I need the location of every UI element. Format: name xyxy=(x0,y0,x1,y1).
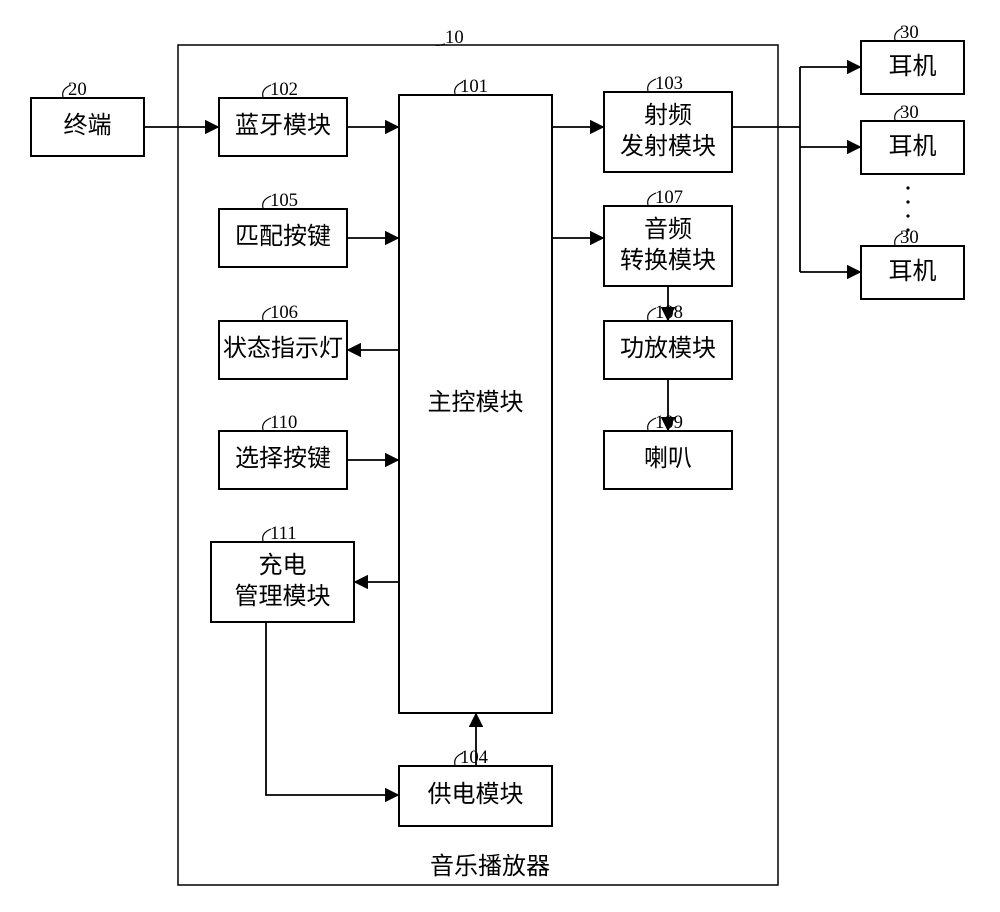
tag-main_ctrl: 101 xyxy=(460,76,488,98)
node-earphone3: 耳机 xyxy=(860,245,965,300)
caption: 音乐播放器 xyxy=(430,846,550,881)
node-speaker: 喇叭 xyxy=(603,430,733,490)
container-tag: 10 xyxy=(445,27,464,49)
node-earphone2: 耳机 xyxy=(860,120,965,175)
node-charge_mgr: 充电 管理模块 xyxy=(210,541,355,623)
tag-audio_conv: 107 xyxy=(655,187,683,209)
diagram-canvas: 10 终端20 蓝牙模块102 匹配按键105 状态指示灯106 选择按键110 充电 管理… xyxy=(0,0,1000,912)
node-audio_conv: 音频 转换模块 xyxy=(603,205,733,287)
tag-charge_mgr: 111 xyxy=(270,523,297,545)
tag-rf_tx: 103 xyxy=(655,73,683,95)
node-main_ctrl: 主控模块 xyxy=(398,94,553,714)
tag-match_btn: 105 xyxy=(270,190,298,212)
node-earphone1: 耳机 xyxy=(860,40,965,95)
node-power: 供电模块 xyxy=(398,765,553,827)
node-terminal: 终端 xyxy=(30,97,145,157)
node-bluetooth: 蓝牙模块 xyxy=(218,97,348,157)
node-rf_tx: 射频 发射模块 xyxy=(603,91,733,173)
tag-speaker: 109 xyxy=(655,412,683,434)
tag-terminal: 20 xyxy=(68,79,87,101)
tag-earphone1: 30 xyxy=(900,22,919,44)
tag-earphone3: 30 xyxy=(900,227,919,249)
tag-bluetooth: 102 xyxy=(270,79,298,101)
tag-power: 104 xyxy=(460,747,488,769)
tag-status_led: 106 xyxy=(270,302,298,324)
tag-earphone2: 30 xyxy=(900,102,919,124)
node-amplifier: 功放模块 xyxy=(603,320,733,380)
node-select_btn: 选择按键 xyxy=(218,430,348,490)
tag-select_btn: 110 xyxy=(270,412,297,434)
node-match_btn: 匹配按键 xyxy=(218,208,348,268)
node-status_led: 状态指示灯 xyxy=(218,320,348,380)
tag-amplifier: 108 xyxy=(655,302,683,324)
